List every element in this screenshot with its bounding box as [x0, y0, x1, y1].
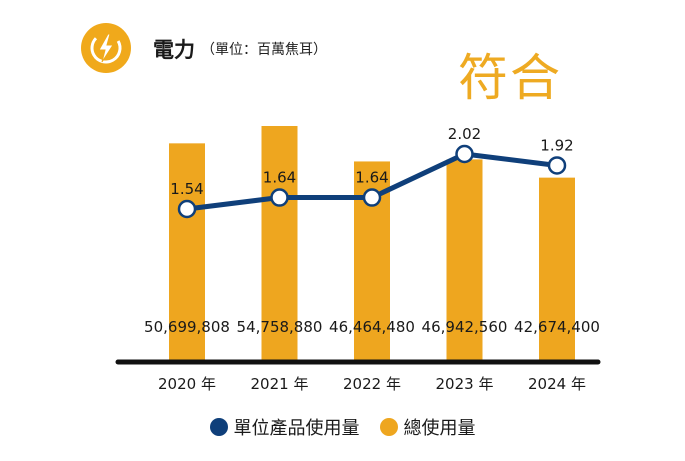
compliance-status: 符合	[458, 49, 562, 107]
x-tick-label-2: 2022 年	[343, 375, 401, 393]
lightning-icon	[80, 22, 132, 78]
bar-labels-layer: 50,699,808 54,758,880 46,464,480 46,942,560…	[144, 318, 600, 336]
x-tick-label-0: 2020 年	[158, 375, 216, 393]
line-value-label-4: 1.92	[540, 136, 573, 154]
bar-1	[261, 126, 298, 360]
legend-item-bar: 總使用量	[379, 414, 476, 440]
line-point-2	[362, 188, 382, 207]
line-value-label-2: 1.64	[355, 169, 388, 187]
legend-label-bar: 總使用量	[403, 418, 476, 439]
line-value-label-0: 1.54	[170, 180, 203, 198]
line-value-label-3: 2.02	[448, 125, 481, 143]
bar-value-label-1: 54,758,880	[237, 318, 323, 336]
x-tick-label-3: 2023 年	[436, 375, 494, 393]
bar-3	[446, 159, 483, 360]
legend-swatch-bar	[379, 418, 398, 436]
legend-swatch-line	[209, 418, 228, 436]
bar-4	[539, 177, 575, 360]
chart-title: 電力	[153, 38, 195, 62]
line-point-4	[547, 156, 567, 175]
chart-header: 電力 （單位：百萬焦耳）	[86, 34, 327, 64]
unit-label: （單位：百萬焦耳）	[201, 42, 327, 58]
bar-value-label-2: 46,464,480	[329, 318, 415, 336]
line-layer: 1.54 1.64 1.64 2.02 1.92	[170, 125, 574, 219]
bar-value-label-0: 50,699,808	[144, 318, 230, 336]
legend: 單位產品使用量 總使用量	[0, 414, 685, 440]
line-point-1	[270, 188, 289, 207]
legend-item-line: 單位產品使用量	[209, 414, 360, 440]
legend-label-line: 單位產品使用量	[233, 418, 360, 439]
bar-value-label-4: 42,674,400	[514, 318, 600, 336]
bar-0	[169, 143, 205, 360]
bars-layer	[169, 126, 575, 360]
bar-value-label-3: 46,942,560	[422, 318, 508, 336]
x-tick-label-1: 2021 年	[251, 375, 309, 393]
line-point-3	[455, 144, 474, 164]
line-point-0	[177, 199, 197, 219]
ticks-layer: 2020 年 2021 年 2022 年 2023 年 2024 年	[158, 375, 586, 393]
x-tick-label-4: 2024 年	[528, 375, 586, 393]
line-value-label-1: 1.64	[263, 169, 296, 187]
